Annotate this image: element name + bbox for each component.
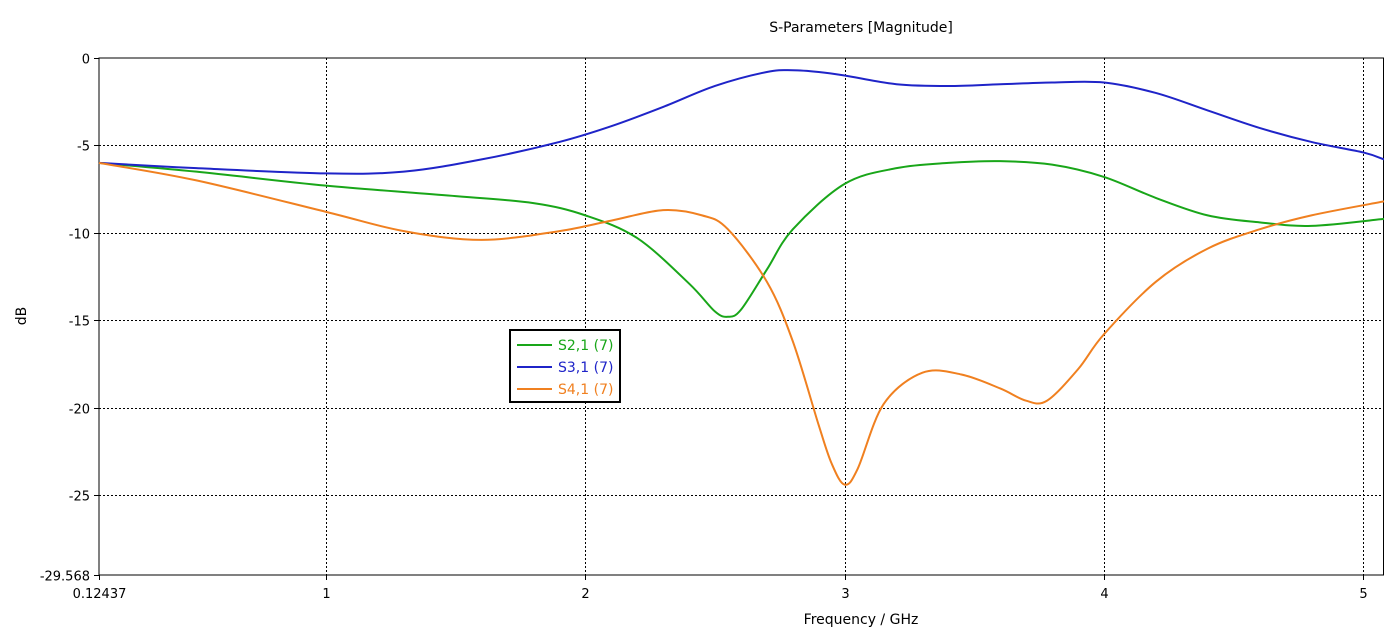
legend: S2,1 (7) S3,1 (7) S4,1 (7) xyxy=(509,329,621,403)
y-tick-label: -25 xyxy=(69,490,90,505)
series-s21-line xyxy=(98,160,1384,318)
y-axis-label: dB xyxy=(14,307,30,326)
chart-title: S-Parameters [Magnitude] xyxy=(769,20,953,36)
y-tick-label: -29.568 xyxy=(40,570,90,585)
x-tick-label: 0.12437 xyxy=(73,587,127,602)
series-s41-line xyxy=(98,161,1384,486)
x-tick-label: 2 xyxy=(581,587,589,602)
y-tick-label: 0 xyxy=(82,53,90,68)
x-tick-label: 4 xyxy=(1100,587,1108,602)
x-axis-ticks: 0.12437 1 2 3 4 5 xyxy=(73,575,1368,602)
y-tick-label: -5 xyxy=(77,140,90,155)
y-tick-label: -15 xyxy=(69,315,90,330)
x-axis-label: Frequency / GHz xyxy=(804,612,919,628)
x-tick-label: 3 xyxy=(841,587,849,602)
x-tick-label: 1 xyxy=(322,587,330,602)
x-tick-label: 5 xyxy=(1359,587,1367,602)
series-s31-line xyxy=(98,69,1384,175)
legend-label-s21: S2,1 (7) xyxy=(558,338,613,354)
data-series xyxy=(98,69,1384,486)
y-tick-label: -10 xyxy=(69,228,90,243)
y-axis-ticks: 0 -5 -10 -15 -20 -25 -29.568 xyxy=(40,53,99,585)
legend-label-s41: S4,1 (7) xyxy=(558,382,613,398)
legend-label-s31: S3,1 (7) xyxy=(558,360,613,376)
y-tick-label: -20 xyxy=(69,403,90,418)
